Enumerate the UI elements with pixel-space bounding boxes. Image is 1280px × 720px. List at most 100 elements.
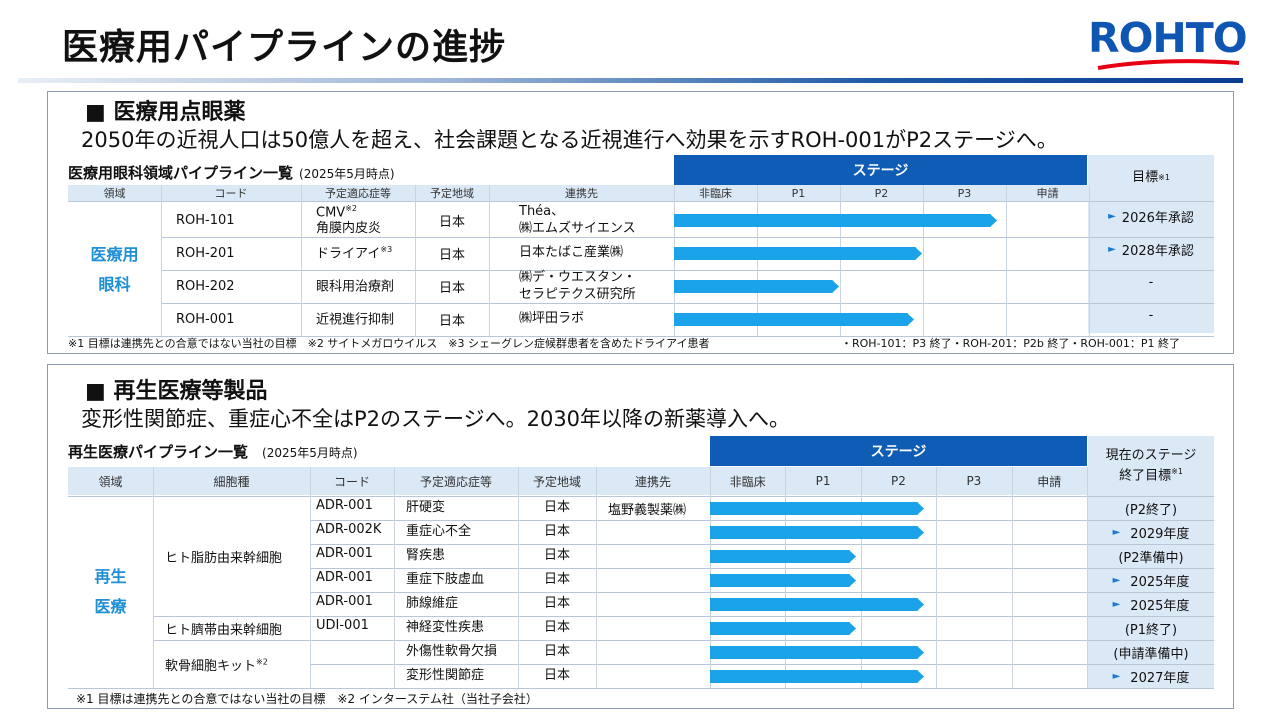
partner-cell xyxy=(608,664,710,688)
page-title: 医療用パイプラインの進捗 xyxy=(62,27,507,68)
arrow-icon: ► xyxy=(1112,574,1121,586)
region-cell: 日本 xyxy=(438,314,465,329)
row-divider xyxy=(68,496,1214,497)
code-cell: ADR-001 xyxy=(316,569,373,585)
stage-divider xyxy=(757,185,758,336)
region-cell: 日本 xyxy=(543,499,570,515)
stage-column-header: P3 xyxy=(936,467,1012,495)
row-divider xyxy=(153,616,1214,617)
goal-cell: ► 2025年度 xyxy=(1088,568,1214,592)
progress-bar xyxy=(710,622,858,635)
progress-bar xyxy=(710,526,926,539)
column-divider xyxy=(301,185,302,336)
goal-cell: (P1終了) xyxy=(1088,616,1214,640)
code-cell xyxy=(316,637,394,661)
goal-text: (P1終了) xyxy=(1124,622,1178,638)
region-line: 医療 xyxy=(94,597,127,616)
indication-cell: CMV※2 角膜内皮炎 xyxy=(316,204,415,237)
stage-column-header: 申請 xyxy=(1006,185,1089,201)
rohto-logo: ROHTO xyxy=(1088,14,1248,74)
partner-text: ㈱エムズサイエンス xyxy=(519,220,636,236)
section-subtitle: 変形性関節症、重症心不全はP2のステージへ。2030年以降の新薬導入へ。 xyxy=(81,407,791,431)
section-heading: ■ 医療用点眼薬 xyxy=(85,100,246,125)
partner-text: Théa、 xyxy=(519,204,565,220)
code-cell: UDI-001 xyxy=(316,617,369,633)
column-divider xyxy=(518,467,519,688)
partner-cell: ㈱デ・ウエスタン・ セラピテクス研究所 xyxy=(519,270,674,303)
region-cell: 日本 xyxy=(543,667,570,683)
arrow-icon: ► xyxy=(1112,598,1121,610)
column-header: 予定地域 xyxy=(415,185,489,201)
goal-header: 現在のステージ 終了目標※1 xyxy=(1088,436,1214,496)
row-divider xyxy=(310,520,1214,521)
indication-cell: 近視進行抑制 xyxy=(316,303,415,336)
stage-column-header: P2 xyxy=(860,467,937,495)
region-line: 再生 xyxy=(94,566,127,586)
indication-cell: 肺線維症 xyxy=(406,595,459,611)
indication-text: 角膜内皮炎 xyxy=(316,221,382,237)
goal-text: (P2準備中) xyxy=(1118,550,1184,566)
partner-text: セラピテクス研究所 xyxy=(519,286,636,302)
region-cell: 日本 xyxy=(438,248,465,263)
progress-bar xyxy=(674,214,999,227)
progress-bar xyxy=(674,313,916,326)
code-cell: ADR-001 xyxy=(316,545,373,561)
goal-cell: ► 2026年承認 xyxy=(1088,200,1214,233)
stage-header: ステージ xyxy=(710,436,1087,466)
column-divider xyxy=(674,185,675,336)
logo-text: ROHTO xyxy=(1088,14,1248,62)
partner-cell xyxy=(608,640,710,664)
partner-cell xyxy=(608,568,710,592)
table-title-text: 再生医療パイプライン一覧 xyxy=(68,443,249,461)
goal-text: 2026年承認 xyxy=(1121,211,1194,226)
column-header: 連携先 xyxy=(489,185,674,201)
partner-cell: 塩野義製薬㈱ xyxy=(608,502,687,518)
region-label: 医療用 眼科 xyxy=(68,204,161,336)
goal-label: 目標 xyxy=(1132,170,1159,186)
column-header: 領域 xyxy=(68,467,153,495)
region-cell: 日本 xyxy=(543,523,570,539)
section-subtitle: 2050年の近視人口は50億人を超え、社会課題となる近視進行へ効果を示すROH-… xyxy=(81,128,1058,152)
goal-cell: (申請準備中) xyxy=(1088,640,1214,664)
stage-divider xyxy=(1087,467,1088,688)
progress-bar xyxy=(674,247,924,260)
partner-text: ㈱坪田ラボ xyxy=(519,311,585,327)
row-divider xyxy=(310,592,1214,593)
column-header: 予定地域 xyxy=(518,467,596,495)
indication-cell: 神経変性疾患 xyxy=(406,619,485,635)
row-divider xyxy=(310,544,1214,545)
footnote-left: ※1 目標は連携先との合意ではない当社の目標 ※2 サイトメガロウイルス ※3 … xyxy=(68,337,710,350)
cell-type-note: ※2 xyxy=(256,657,268,667)
table-title: 医療用眼科領域パイプライン一覧 (2025年5月時点) xyxy=(68,162,395,183)
indication-note: ※2 xyxy=(345,203,357,213)
region-cell: 日本 xyxy=(543,643,570,659)
goal-cell: ► 2028年承認 xyxy=(1088,233,1214,266)
goal-text: - xyxy=(1148,308,1154,323)
table-title: 再生医療パイプライン一覧 (2025年5月時点) xyxy=(68,441,358,462)
goal-label-2: 終了目標 xyxy=(1119,468,1172,484)
cell-type-text: ヒト臍帯由来幹細胞 xyxy=(165,622,283,638)
stage-divider xyxy=(861,467,862,688)
code-cell: ADR-002K xyxy=(316,521,382,537)
progress-bar xyxy=(674,280,841,293)
table-date: (2025年5月時点) xyxy=(262,446,358,460)
progress-bar xyxy=(710,502,926,515)
cell-type-cell: 軟骨細胞キット※2 xyxy=(165,640,310,688)
regenerative-panel: ■ 再生医療等製品 変形性関節症、重症心不全はP2のステージへ。2030年以降の… xyxy=(47,364,1234,709)
column-header: 予定適応症等 xyxy=(394,467,518,495)
stage-column-header: 申請 xyxy=(1011,467,1087,495)
goal-cell: (P2準備中) xyxy=(1088,544,1214,568)
column-header: コード xyxy=(310,467,394,495)
partner-cell xyxy=(608,520,710,544)
region-cell: 日本 xyxy=(438,215,465,230)
goal-note: ※1 xyxy=(1158,173,1170,182)
goal-note: ※1 xyxy=(1171,466,1183,476)
indication-text: CMV xyxy=(316,204,346,220)
goal-text: 2029年度 xyxy=(1130,526,1190,542)
indication-text: 眼科用治療剤 xyxy=(316,279,395,295)
stage-column-header: 非臨床 xyxy=(674,185,757,201)
code-cell: ROH-201 xyxy=(176,246,235,261)
row-divider xyxy=(161,303,1214,304)
stage-column-header: P1 xyxy=(785,467,861,495)
stage-divider xyxy=(1089,185,1090,336)
